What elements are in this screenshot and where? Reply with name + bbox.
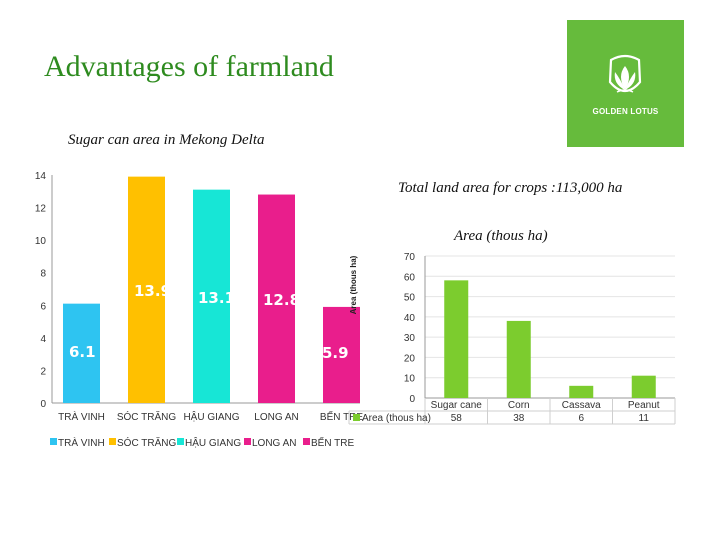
category-label: HẬU GIANG bbox=[183, 410, 239, 423]
category-label: LONG AN bbox=[254, 412, 298, 423]
table-value: 11 bbox=[639, 413, 650, 424]
y-tick-label: 70 bbox=[404, 252, 416, 263]
category-label: Corn bbox=[508, 400, 530, 411]
legend-swatch bbox=[50, 438, 57, 445]
y-tick-label: 10 bbox=[35, 236, 47, 247]
bar bbox=[193, 189, 230, 403]
bar bbox=[506, 320, 531, 398]
y-tick-label: 60 bbox=[404, 272, 416, 283]
table-legend-swatch bbox=[353, 414, 360, 421]
slide-title: Advantages of farmland bbox=[44, 50, 334, 83]
bar bbox=[258, 194, 295, 403]
legend-label: BẾN TRE bbox=[311, 436, 354, 449]
bar bbox=[569, 385, 594, 398]
y-tick-label: 0 bbox=[40, 399, 46, 410]
category-label: SÓC TRĂNG bbox=[117, 410, 176, 423]
y-tick-label: 6 bbox=[40, 301, 46, 312]
area-chart-title: Area (thous ha) bbox=[454, 228, 548, 244]
y-tick-label: 20 bbox=[404, 353, 416, 364]
y-tick-label: 50 bbox=[404, 293, 416, 304]
legend-label: HẬU GIANG bbox=[185, 436, 241, 449]
category-label: Peanut bbox=[628, 400, 660, 411]
golden-lotus-logo: GOLDEN LOTUS bbox=[567, 20, 684, 147]
category-label: TRÀ VINH bbox=[58, 410, 105, 423]
data-label: 13.9 bbox=[134, 282, 171, 300]
y-tick-label: 0 bbox=[409, 394, 415, 405]
y-tick-label: 2 bbox=[40, 366, 46, 377]
data-label: 5.9 bbox=[322, 344, 349, 362]
legend-label: SÓC TRĂNG bbox=[117, 436, 176, 449]
y-tick-label: 14 bbox=[35, 171, 47, 182]
legend-swatch bbox=[109, 438, 116, 445]
y-tick-label: 40 bbox=[404, 313, 416, 324]
table-value: 38 bbox=[513, 413, 525, 424]
legend-swatch bbox=[303, 438, 310, 445]
bar bbox=[63, 303, 100, 403]
legend-label: LONG AN bbox=[252, 438, 296, 449]
bar bbox=[128, 176, 165, 403]
data-label: 6.1 bbox=[69, 343, 96, 361]
table-series-label: Area (thous ha) bbox=[362, 413, 431, 424]
table-value: 58 bbox=[451, 413, 463, 424]
data-label: 13.1 bbox=[198, 289, 235, 307]
logo-name: GOLDEN LOTUS bbox=[592, 107, 659, 116]
y-tick-label: 8 bbox=[40, 269, 46, 280]
y-tick-label: 12 bbox=[35, 204, 47, 215]
lotus-icon bbox=[608, 54, 642, 93]
chart-subtitle: Sugar can area in Mekong Delta bbox=[68, 132, 265, 148]
table-value: 6 bbox=[578, 413, 584, 424]
data-label: 12.8 bbox=[263, 291, 300, 309]
category-label: Cassava bbox=[562, 400, 601, 411]
legend-swatch bbox=[244, 438, 251, 445]
bar bbox=[444, 280, 469, 398]
legend-label: TRÀ VINH bbox=[58, 436, 105, 449]
y-tick-label: 30 bbox=[404, 333, 416, 344]
legend-swatch bbox=[177, 438, 184, 445]
y-tick-label: 4 bbox=[40, 334, 46, 345]
y-axis-title: Area (thous ha) bbox=[349, 255, 358, 314]
y-tick-label: 10 bbox=[404, 374, 416, 385]
category-label: BẾN TRE bbox=[320, 410, 363, 423]
bar bbox=[631, 375, 656, 398]
category-label: Sugar cane bbox=[431, 400, 483, 411]
bar bbox=[323, 306, 360, 403]
total-land-note: Total land area for crops :113,000 ha bbox=[398, 180, 623, 196]
